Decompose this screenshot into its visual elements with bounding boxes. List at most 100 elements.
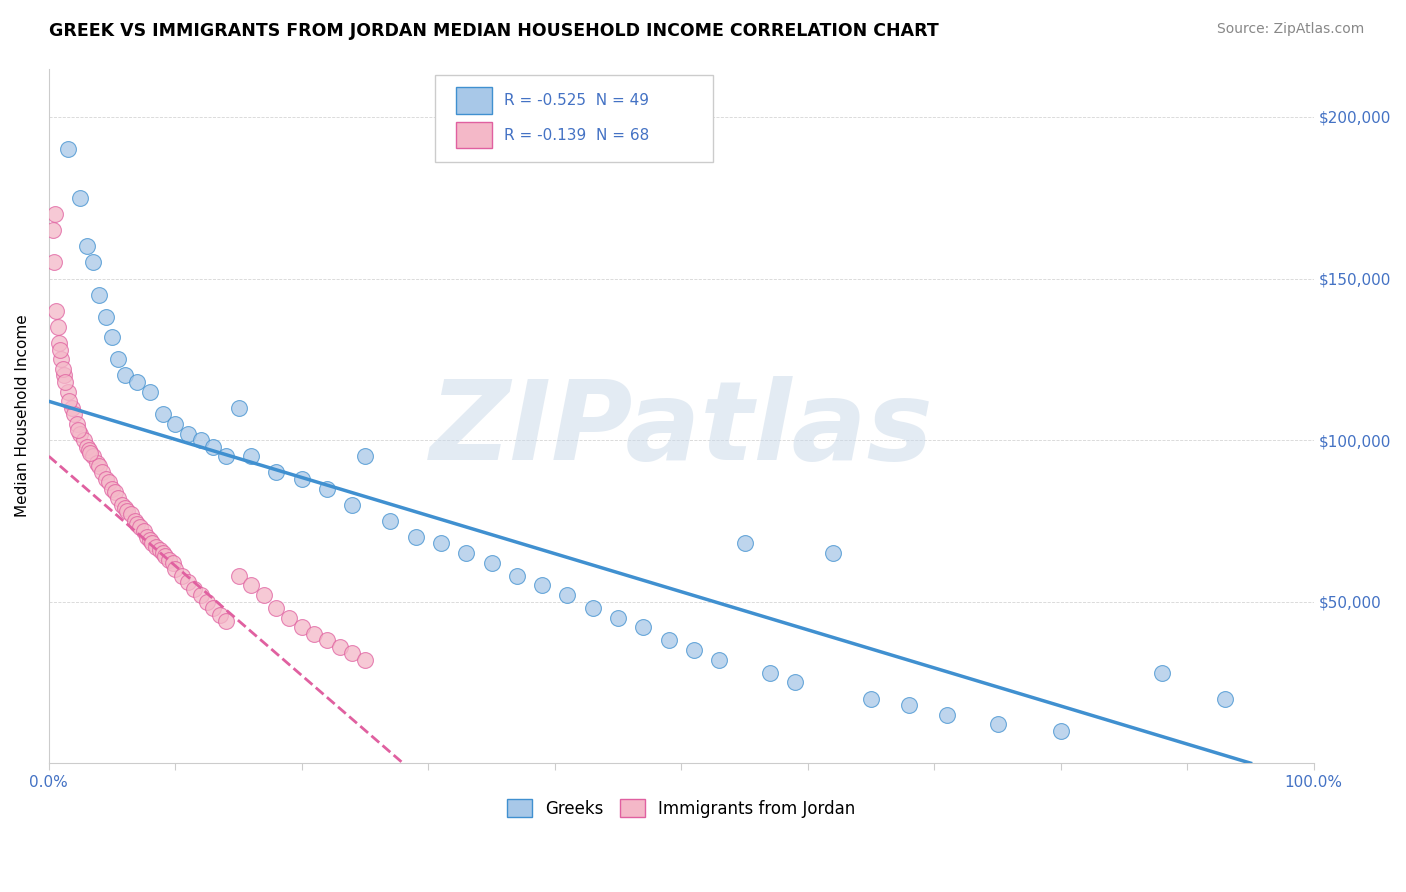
Point [709,653,731,667]
Point [45,303,67,318]
Point [79,446,101,460]
Point [859,691,882,706]
Point [42,255,65,269]
Point [1213,691,1236,706]
FancyBboxPatch shape [434,76,713,162]
Point [633,620,655,634]
Point [165,562,187,576]
Point [127,517,149,532]
Point [316,633,339,648]
Point [304,627,326,641]
Point [165,417,187,431]
Text: Source: ZipAtlas.com: Source: ZipAtlas.com [1216,22,1364,37]
Point [89,458,111,473]
Point [139,533,162,548]
Point [53,375,76,389]
Point [60,401,83,415]
Point [190,588,212,602]
Point [683,643,706,657]
Point [98,475,121,489]
Point [785,675,807,690]
FancyBboxPatch shape [456,122,492,148]
Point [141,536,163,550]
Point [291,472,314,486]
Point [56,142,79,156]
Text: GREEK VS IMMIGRANTS FROM JORDAN MEDIAN HOUSEHOLD INCOME CORRELATION CHART: GREEK VS IMMIGRANTS FROM JORDAN MEDIAN H… [49,22,939,40]
Point [46,320,69,334]
Point [152,407,174,421]
Point [897,698,920,712]
Point [49,343,72,357]
Point [329,640,352,654]
Point [240,578,263,592]
Point [177,426,200,441]
Point [82,255,104,269]
Point [342,646,364,660]
Point [101,329,124,343]
Point [162,556,184,570]
Point [215,449,238,463]
Point [380,514,402,528]
Point [1049,723,1071,738]
Point [582,601,605,615]
Point [76,239,98,253]
Point [77,442,100,457]
Point [228,568,250,582]
Point [56,384,79,399]
Point [65,417,87,431]
Point [557,588,579,602]
Point [228,401,250,415]
Point [531,578,554,592]
Point [124,514,146,528]
Text: R = -0.139  N = 68: R = -0.139 N = 68 [505,128,650,143]
Legend: Greeks, Immigrants from Jordan: Greeks, Immigrants from Jordan [501,793,862,824]
Point [52,368,75,383]
Point [66,423,89,437]
Point [58,394,80,409]
Point [195,594,218,608]
Point [51,352,73,367]
Point [170,568,193,582]
Point [266,601,288,615]
Point [111,498,134,512]
Point [190,433,212,447]
Point [202,601,225,615]
Point [506,568,529,582]
Point [253,588,276,602]
Point [759,665,782,680]
Point [86,456,108,470]
Point [1150,665,1173,680]
Point [354,653,377,667]
Point [69,191,91,205]
Point [94,472,117,486]
Point [208,607,231,622]
FancyBboxPatch shape [456,87,492,113]
Y-axis label: Median Household Income: Median Household Income [15,315,30,517]
Point [107,352,129,367]
Point [240,449,263,463]
Point [127,375,149,389]
Point [316,482,339,496]
Point [136,530,159,544]
Point [266,466,288,480]
Point [145,540,167,554]
Point [278,611,301,625]
Point [607,611,630,625]
Point [430,536,453,550]
Point [114,368,136,383]
Point [734,536,756,550]
Point [69,426,91,441]
Point [658,633,681,648]
Point [63,407,86,421]
Point [76,440,98,454]
Point [128,520,150,534]
Point [149,542,172,557]
Point [342,498,364,512]
Point [405,530,427,544]
Point [101,482,124,496]
Point [52,362,75,376]
Point [202,440,225,454]
Point [90,466,112,480]
Point [177,575,200,590]
Text: R = -0.525  N = 49: R = -0.525 N = 49 [505,93,650,108]
